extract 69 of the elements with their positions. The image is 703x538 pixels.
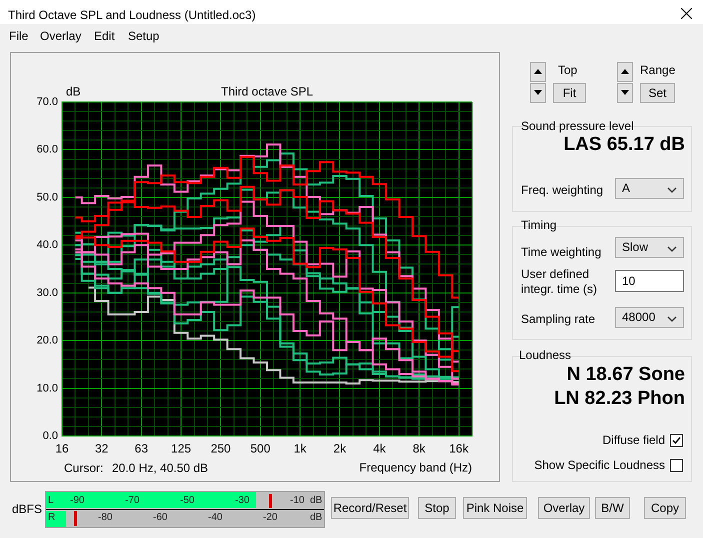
text: -10 [290, 495, 304, 506]
y-tick-label: 10.0 [36, 382, 58, 394]
text: 10 [615, 270, 684, 292]
text: R [48, 512, 56, 523]
text: Set [640, 83, 675, 103]
x-tick-label: 1k [294, 442, 308, 456]
text: Diffuse field [602, 433, 665, 447]
text: N 18.67 Sone [566, 364, 685, 386]
text: Edit [94, 29, 115, 43]
text: Record/Reset [331, 497, 409, 519]
text: Sampling rate [521, 312, 596, 326]
x-tick-label: 2k [333, 442, 348, 456]
text: Fit [553, 83, 586, 103]
text: L [48, 495, 54, 506]
y-tick-label: 20.0 [36, 334, 58, 347]
text: -80 [98, 512, 112, 523]
text: -20 [263, 512, 278, 523]
x-tick-label: 16 [55, 442, 69, 456]
text: -50 [180, 495, 194, 506]
text: Copy [644, 497, 686, 519]
text: Top [558, 63, 578, 77]
x-tick-label: 32 [95, 442, 109, 456]
text: -40 [208, 512, 222, 523]
text: 20.0 Hz, 40.50 dB [112, 461, 208, 475]
y-axis-title: dB [66, 84, 81, 98]
x-axis-title: Frequency band (Hz) [359, 460, 472, 474]
text: Stop [418, 497, 456, 519]
text: B/W [595, 497, 630, 519]
chart-title: Third octave SPL [220, 84, 314, 98]
text: Cursor: [64, 461, 104, 475]
text: Range [640, 63, 676, 77]
text: Show Specific Loudness [533, 458, 665, 472]
x-tick-label: 250 [210, 442, 232, 456]
x-tick-label: 125 [171, 442, 192, 456]
text: Sound pressure level [521, 119, 634, 133]
text: LN 82.23 Phon [553, 388, 685, 410]
y-tick-label: 30.0 [36, 286, 58, 299]
x-tick-label: 4k [373, 442, 387, 456]
text: Pink Noise [463, 497, 527, 519]
text: Time weighting [521, 245, 602, 259]
text: Loudness [519, 348, 572, 362]
text: -60 [153, 512, 168, 523]
x-tick-label: 16k [449, 442, 470, 456]
y-tick-label: 60.0 [36, 144, 58, 156]
text: Slow [622, 240, 648, 254]
text: dBFS [12, 502, 42, 516]
text: Overlay [40, 29, 82, 43]
x-tick-label: 8k [412, 442, 426, 456]
text: dB [310, 512, 322, 523]
text: Overlay [538, 497, 590, 519]
text: User defined integr. time (s) [521, 267, 598, 297]
text: -90 [70, 495, 84, 506]
text: Timing [521, 218, 557, 232]
text: -70 [125, 495, 140, 506]
y-tick-label: 50.0 [36, 191, 58, 204]
text: Freq. weighting [521, 183, 604, 197]
text: Third Octave SPL and Loudness (Untitled.oc3) [8, 8, 256, 22]
text: Setup [128, 29, 160, 43]
x-tick-label: 63 [134, 442, 148, 456]
x-tick-label: 500 [250, 442, 271, 456]
text: File [9, 29, 28, 43]
text: dB [310, 495, 322, 506]
text: LAS 65.17 dB [562, 134, 685, 156]
y-tick-label: 70.0 [36, 96, 58, 108]
y-tick-label: 40.0 [36, 239, 58, 252]
text: 48000 [622, 310, 656, 324]
y-tick-label: 0.0 [42, 430, 58, 442]
text: -30 [235, 495, 250, 506]
text: A [622, 181, 630, 195]
